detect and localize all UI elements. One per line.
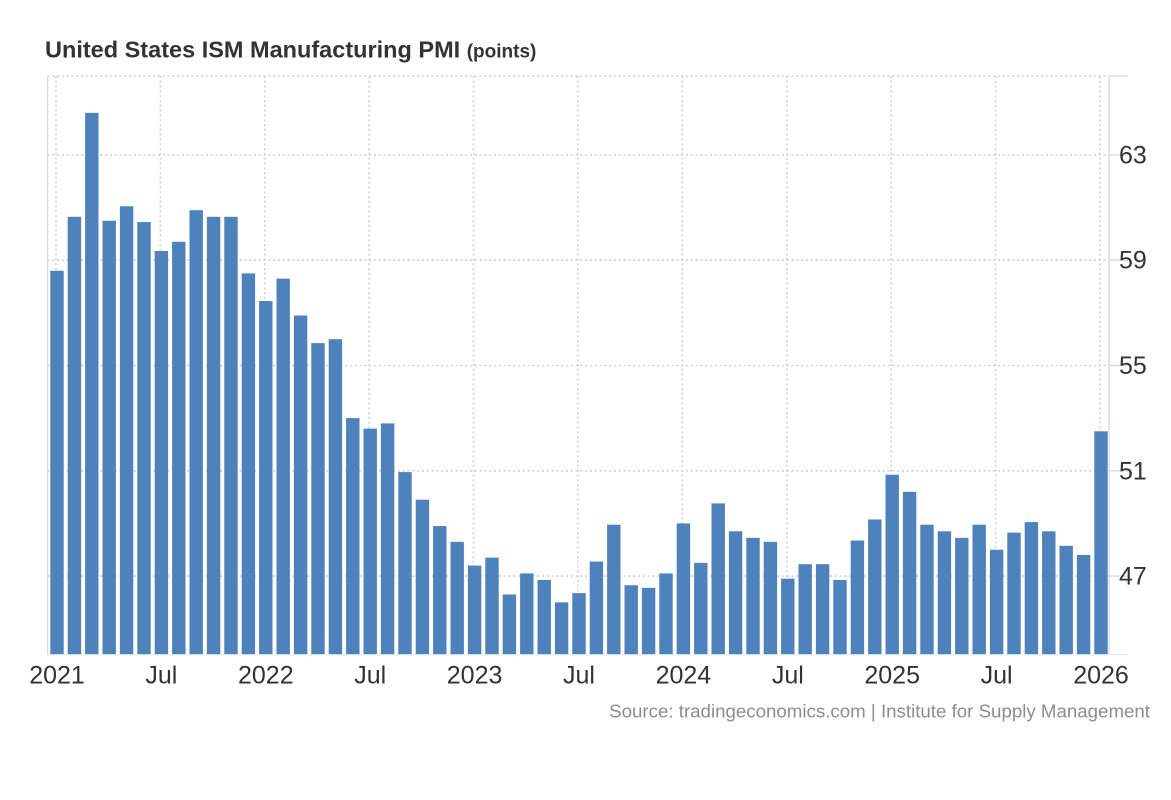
svg-text:Jul: Jul	[772, 662, 804, 690]
svg-text:55: 55	[1119, 352, 1147, 380]
svg-text:2021: 2021	[29, 662, 85, 690]
svg-text:Jul: Jul	[145, 662, 177, 690]
svg-text:2023: 2023	[447, 662, 503, 690]
svg-text:Jul: Jul	[563, 662, 595, 690]
svg-text:59: 59	[1119, 247, 1147, 275]
svg-text:63: 63	[1119, 142, 1147, 170]
svg-text:2024: 2024	[656, 662, 712, 690]
svg-text:United States ISM Manufacturin: United States ISM Manufacturing PMI (poi…	[45, 37, 536, 63]
svg-text:2025: 2025	[864, 662, 920, 690]
svg-text:47: 47	[1119, 563, 1147, 591]
svg-text:Jul: Jul	[354, 662, 386, 690]
svg-text:Jul: Jul	[981, 662, 1013, 690]
svg-text:51: 51	[1119, 457, 1147, 485]
svg-text:2026: 2026	[1073, 662, 1129, 690]
svg-text:2022: 2022	[238, 662, 294, 690]
svg-text:Source: tradingeconomics.com |: Source: tradingeconomics.com | Institute…	[609, 701, 1151, 722]
